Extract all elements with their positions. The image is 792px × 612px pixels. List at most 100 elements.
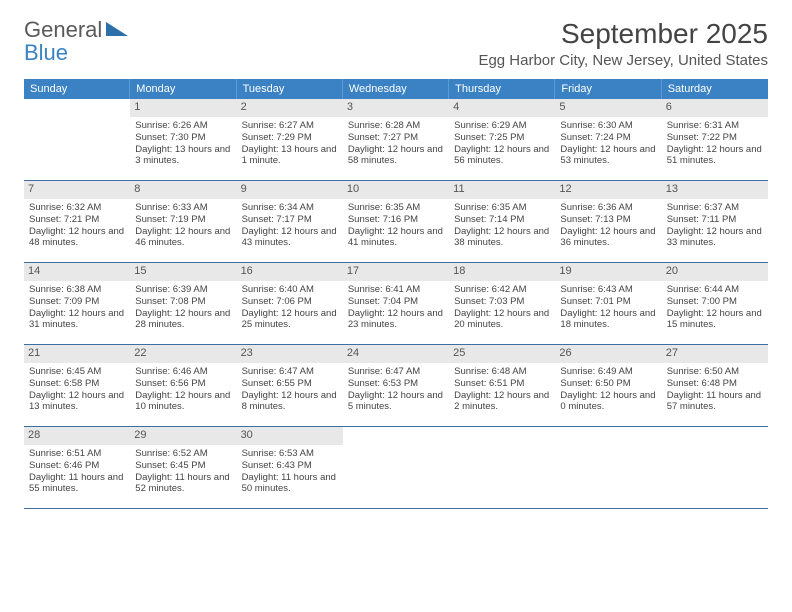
logo-line2: Blue (24, 40, 68, 65)
calendar-cell: 29Sunrise: 6:52 AMSunset: 6:45 PMDayligh… (130, 427, 236, 509)
calendar-cell: 12Sunrise: 6:36 AMSunset: 7:13 PMDayligh… (555, 181, 661, 263)
day-number: 4 (449, 99, 555, 117)
calendar-cell: 4Sunrise: 6:29 AMSunset: 7:25 PMDaylight… (449, 99, 555, 181)
sunset-text: Sunset: 7:16 PM (348, 214, 444, 226)
sunrise-text: Sunrise: 6:34 AM (242, 202, 338, 214)
calendar-cell: 6Sunrise: 6:31 AMSunset: 7:22 PMDaylight… (662, 99, 768, 181)
daylight-text: Daylight: 13 hours and 3 minutes. (135, 144, 231, 168)
day-number: 10 (343, 181, 449, 199)
calendar-cell: 22Sunrise: 6:46 AMSunset: 6:56 PMDayligh… (130, 345, 236, 427)
daylight-text: Daylight: 12 hours and 8 minutes. (242, 390, 338, 414)
day-number: 16 (237, 263, 343, 281)
sunset-text: Sunset: 6:43 PM (242, 460, 338, 472)
day-number: 2 (237, 99, 343, 117)
calendar-cell (449, 427, 555, 509)
day-number: 26 (555, 345, 661, 363)
calendar-cell (24, 99, 130, 181)
daylight-text: Daylight: 12 hours and 31 minutes. (29, 308, 125, 332)
sunrise-text: Sunrise: 6:30 AM (560, 120, 656, 132)
calendar-cell: 8Sunrise: 6:33 AMSunset: 7:19 PMDaylight… (130, 181, 236, 263)
daylight-text: Daylight: 12 hours and 20 minutes. (454, 308, 550, 332)
sunset-text: Sunset: 7:25 PM (454, 132, 550, 144)
daylight-text: Daylight: 12 hours and 41 minutes. (348, 226, 444, 250)
sunset-text: Sunset: 6:46 PM (29, 460, 125, 472)
sunrise-text: Sunrise: 6:36 AM (560, 202, 656, 214)
daylight-text: Daylight: 12 hours and 2 minutes. (454, 390, 550, 414)
sunset-text: Sunset: 7:22 PM (667, 132, 763, 144)
sunset-text: Sunset: 6:48 PM (667, 378, 763, 390)
day-number: 22 (130, 345, 236, 363)
calendar-cell: 13Sunrise: 6:37 AMSunset: 7:11 PMDayligh… (662, 181, 768, 263)
sunrise-text: Sunrise: 6:46 AM (135, 366, 231, 378)
sunrise-text: Sunrise: 6:35 AM (348, 202, 444, 214)
sunrise-text: Sunrise: 6:51 AM (29, 448, 125, 460)
daylight-text: Daylight: 12 hours and 43 minutes. (242, 226, 338, 250)
sunrise-text: Sunrise: 6:35 AM (454, 202, 550, 214)
calendar-cell: 17Sunrise: 6:41 AMSunset: 7:04 PMDayligh… (343, 263, 449, 345)
weekday-header: Friday (555, 79, 661, 99)
daylight-text: Daylight: 12 hours and 51 minutes. (667, 144, 763, 168)
sunrise-text: Sunrise: 6:47 AM (348, 366, 444, 378)
sunset-text: Sunset: 6:56 PM (135, 378, 231, 390)
logo-line1: General (24, 17, 102, 42)
calendar-cell: 26Sunrise: 6:49 AMSunset: 6:50 PMDayligh… (555, 345, 661, 427)
calendar-cell: 9Sunrise: 6:34 AMSunset: 7:17 PMDaylight… (237, 181, 343, 263)
calendar-cell: 15Sunrise: 6:39 AMSunset: 7:08 PMDayligh… (130, 263, 236, 345)
day-number: 5 (555, 99, 661, 117)
daylight-text: Daylight: 12 hours and 15 minutes. (667, 308, 763, 332)
calendar-cell: 2Sunrise: 6:27 AMSunset: 7:29 PMDaylight… (237, 99, 343, 181)
day-number: 24 (343, 345, 449, 363)
day-number: 15 (130, 263, 236, 281)
sunrise-text: Sunrise: 6:29 AM (454, 120, 550, 132)
daylight-text: Daylight: 11 hours and 50 minutes. (242, 472, 338, 496)
sunrise-text: Sunrise: 6:53 AM (242, 448, 338, 460)
calendar-cell (343, 427, 449, 509)
sunrise-text: Sunrise: 6:48 AM (454, 366, 550, 378)
daylight-text: Daylight: 13 hours and 1 minute. (242, 144, 338, 168)
sunset-text: Sunset: 7:21 PM (29, 214, 125, 226)
sunset-text: Sunset: 6:55 PM (242, 378, 338, 390)
weekday-header: Saturday (662, 79, 768, 99)
sunrise-text: Sunrise: 6:37 AM (667, 202, 763, 214)
sunrise-text: Sunrise: 6:49 AM (560, 366, 656, 378)
location: Egg Harbor City, New Jersey, United Stat… (478, 52, 768, 69)
calendar-cell (662, 427, 768, 509)
daylight-text: Daylight: 12 hours and 18 minutes. (560, 308, 656, 332)
daylight-text: Daylight: 12 hours and 13 minutes. (29, 390, 125, 414)
sunrise-text: Sunrise: 6:28 AM (348, 120, 444, 132)
day-number: 14 (24, 263, 130, 281)
logo: General Blue (24, 18, 128, 64)
calendar-cell: 25Sunrise: 6:48 AMSunset: 6:51 PMDayligh… (449, 345, 555, 427)
sunset-text: Sunset: 7:11 PM (667, 214, 763, 226)
calendar-cell: 20Sunrise: 6:44 AMSunset: 7:00 PMDayligh… (662, 263, 768, 345)
daylight-text: Daylight: 11 hours and 55 minutes. (29, 472, 125, 496)
daylight-text: Daylight: 11 hours and 52 minutes. (135, 472, 231, 496)
sunrise-text: Sunrise: 6:26 AM (135, 120, 231, 132)
day-number: 17 (343, 263, 449, 281)
day-number: 13 (662, 181, 768, 199)
day-number: 25 (449, 345, 555, 363)
sunrise-text: Sunrise: 6:38 AM (29, 284, 125, 296)
sunrise-text: Sunrise: 6:33 AM (135, 202, 231, 214)
calendar-cell: 21Sunrise: 6:45 AMSunset: 6:58 PMDayligh… (24, 345, 130, 427)
day-number: 19 (555, 263, 661, 281)
daylight-text: Daylight: 12 hours and 48 minutes. (29, 226, 125, 250)
weekday-header-row: SundayMondayTuesdayWednesdayThursdayFrid… (24, 79, 768, 99)
sunrise-text: Sunrise: 6:44 AM (667, 284, 763, 296)
logo-triangle-icon (106, 22, 128, 36)
sunset-text: Sunset: 7:13 PM (560, 214, 656, 226)
day-number: 11 (449, 181, 555, 199)
calendar-cell: 10 Sunrise: 6:35 AMSunset: 7:16 PMDayligh… (343, 181, 449, 263)
calendar-grid: 1Sunrise: 6:26 AMSunset: 7:30 PMDaylight… (24, 99, 768, 509)
day-number: 8 (130, 181, 236, 199)
day-number: 27 (662, 345, 768, 363)
day-number: 30 (237, 427, 343, 445)
calendar-cell: 11Sunrise: 6:35 AMSunset: 7:14 PMDayligh… (449, 181, 555, 263)
sunset-text: Sunset: 7:09 PM (29, 296, 125, 308)
day-number: 20 (662, 263, 768, 281)
title-block: September 2025 Egg Harbor City, New Jers… (478, 18, 768, 69)
calendar-cell: 1Sunrise: 6:26 AMSunset: 7:30 PMDaylight… (130, 99, 236, 181)
day-number: 28 (24, 427, 130, 445)
calendar-cell: 14 Sunrise: 6:38 AMSunset: 7:09 PMDayligh… (24, 263, 130, 345)
daylight-text: Daylight: 12 hours and 25 minutes. (242, 308, 338, 332)
